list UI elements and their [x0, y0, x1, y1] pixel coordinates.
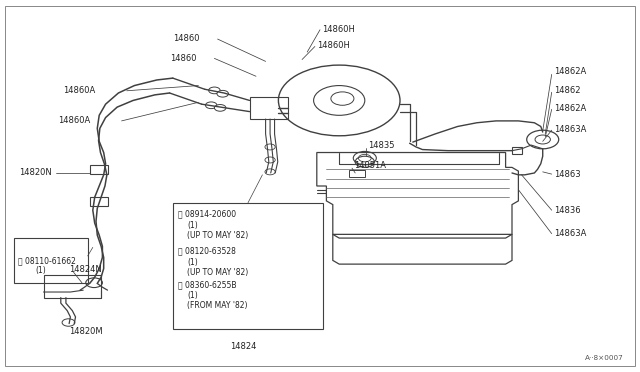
Circle shape	[265, 169, 275, 175]
Text: 14860: 14860	[173, 34, 199, 43]
Text: 14863A: 14863A	[554, 125, 586, 134]
Text: (1): (1)	[187, 258, 198, 267]
Circle shape	[217, 90, 228, 97]
Text: 14862A: 14862A	[554, 104, 586, 113]
Bar	[173, 203, 323, 329]
Text: 14051A: 14051A	[354, 161, 386, 170]
Circle shape	[265, 157, 275, 163]
Circle shape	[62, 319, 75, 326]
Text: 14860: 14860	[170, 54, 196, 63]
Text: 14860A: 14860A	[58, 116, 90, 125]
Circle shape	[209, 87, 220, 94]
Text: Ⓝ 08914-20600: Ⓝ 08914-20600	[178, 209, 236, 218]
Bar	[349, 170, 365, 177]
Circle shape	[86, 278, 102, 288]
Text: 14820M: 14820M	[69, 327, 103, 336]
Text: (FROM MAY '82): (FROM MAY '82)	[187, 301, 248, 310]
Bar	[14, 238, 88, 283]
Circle shape	[214, 105, 226, 111]
Circle shape	[265, 144, 275, 150]
Text: 14862A: 14862A	[554, 67, 586, 76]
Text: 14835: 14835	[368, 141, 394, 150]
Bar	[512, 147, 522, 154]
Text: 14863A: 14863A	[554, 229, 586, 238]
Text: 14824N: 14824N	[69, 265, 102, 274]
Text: (UP TO MAY '82): (UP TO MAY '82)	[187, 231, 248, 240]
Text: 14836: 14836	[554, 206, 580, 215]
Text: (1): (1)	[187, 291, 198, 300]
Text: Ⓑ 08120-63528: Ⓑ 08120-63528	[178, 247, 236, 256]
Bar	[90, 197, 108, 206]
Text: 14863: 14863	[554, 170, 580, 179]
Text: A··8×0007: A··8×0007	[585, 355, 624, 361]
Text: Ⓑ 08360-6255B: Ⓑ 08360-6255B	[178, 280, 236, 289]
Text: (1): (1)	[187, 221, 198, 230]
Text: (UP TO MAY '82): (UP TO MAY '82)	[187, 268, 248, 277]
Text: (1): (1)	[35, 266, 46, 275]
Bar	[44, 275, 101, 298]
Text: 14824: 14824	[230, 342, 257, 351]
Bar	[250, 97, 288, 119]
Text: Ⓑ 08110-61662: Ⓑ 08110-61662	[18, 256, 76, 265]
Text: 14860H: 14860H	[317, 41, 349, 50]
Text: 14860H: 14860H	[322, 25, 355, 33]
Circle shape	[205, 102, 217, 109]
Text: 14860A: 14860A	[63, 86, 95, 95]
Text: 14820N: 14820N	[19, 169, 52, 177]
Bar	[90, 165, 108, 174]
Text: 14862: 14862	[554, 86, 580, 95]
